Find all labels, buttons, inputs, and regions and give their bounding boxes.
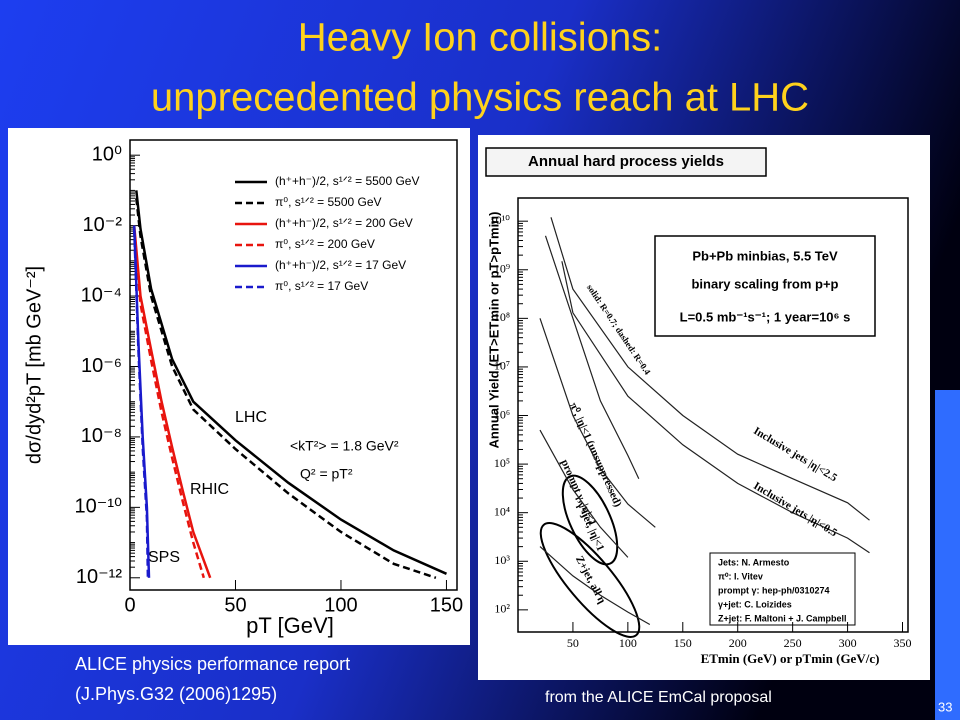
x-tick-label: 100 [324, 594, 357, 616]
x-axis-label: pT [GeV] [246, 613, 334, 638]
series-line [539, 429, 629, 558]
highlight-ellipse [699, 422, 881, 528]
side-bar [935, 390, 960, 720]
series-line [544, 235, 640, 479]
y-tick-label: 10² [494, 602, 510, 616]
plot-frame [517, 197, 909, 633]
highlight-ellipse [561, 474, 619, 566]
caption: ALICE physics performance report [75, 654, 350, 674]
y-tick-label: 10⁻² [83, 214, 123, 236]
series-line [561, 261, 870, 554]
series-line [550, 217, 870, 521]
caption: from the ALICE EmCal proposal [545, 689, 772, 706]
credit: prompt γ: hep-ph/0310274 [718, 585, 830, 595]
series-line [135, 198, 437, 579]
annotation: L=0.5 mb⁻¹s⁻¹; 1 year=10⁶ s [680, 309, 851, 324]
annotation: LHC [235, 409, 267, 426]
x-tick-label: 150 [430, 594, 463, 616]
caption: (J.Phys.G32 (2006)1295) [75, 684, 277, 704]
annotation: <kT²> = 1.8 GeV² [290, 438, 399, 454]
y-tick-label: 10⁻¹² [76, 566, 122, 588]
legend-label: π⁰, s¹ᐟ² = 200 GeV [275, 237, 375, 251]
credit: Jets: N. Armesto [718, 557, 790, 567]
credits-box [709, 552, 856, 626]
highlight-ellipse [539, 522, 641, 638]
slide-title: Heavy Ion collisions: [298, 16, 663, 60]
annotation: SPS [148, 549, 180, 566]
y-tick-label: 10⁻⁸ [81, 425, 122, 447]
y-tick-label: 10⁰ [92, 143, 122, 165]
x-tick-label: 350 [894, 636, 912, 650]
x-tick-label: 200 [729, 636, 747, 650]
annotation: RHIC [190, 481, 229, 498]
x-tick-label: 50 [567, 636, 579, 650]
legend-label: (h⁺+h⁻)/2, s¹ᐟ² = 17 GeV [275, 258, 406, 272]
credit: γ+jet: C. Loizides [718, 599, 792, 609]
series-line [132, 228, 205, 579]
y-axis-label: Annual Yield (ET>ETmin or pT>pTmin) [486, 212, 501, 449]
x-tick-label: 150 [674, 636, 692, 650]
y-tick-label: 10⁴ [494, 504, 510, 518]
legend-label: π⁰, s¹ᐟ² = 17 GeV [275, 279, 368, 293]
y-tick-label: 10⁻⁴ [81, 284, 122, 306]
chart-panel [8, 128, 470, 645]
info-box [654, 235, 876, 337]
y-tick-label: 10¹⁰ [490, 213, 511, 227]
chart-panel [478, 135, 930, 680]
x-axis-label: ETmin (GeV) or pTmin (GeV/c) [701, 651, 880, 666]
annotation: Q² = pT² [300, 466, 353, 482]
legend-label: (h⁺+h⁻)/2, s¹ᐟ² = 5500 GeV [275, 174, 419, 188]
x-tick-label: 300 [839, 636, 857, 650]
y-tick-label: 10⁵ [494, 456, 510, 470]
series-line [539, 318, 656, 528]
y-tick-label: 10⁷ [494, 359, 510, 373]
credit: π⁰: I. Vitev [718, 571, 763, 581]
y-tick-label: 10⁸ [494, 310, 510, 324]
series-line [539, 546, 651, 626]
slide-title: unprecedented physics reach at LHC [151, 76, 809, 120]
x-tick-label: 100 [619, 636, 637, 650]
x-tick-label: 50 [224, 594, 246, 616]
y-tick-label: 10⁶ [494, 407, 510, 421]
y-tick-label: 10⁹ [494, 262, 510, 276]
x-tick-label: 250 [784, 636, 802, 650]
annotation: Pb+Pb minbias, 5.5 TeV [692, 248, 838, 263]
page-number: 33 [938, 699, 952, 714]
y-axis-label: dσ/dyd²pT [mb GeV⁻²] [23, 266, 45, 464]
y-tick-label: 10⁻⁶ [81, 355, 122, 377]
y-tick-label: 10³ [494, 553, 510, 567]
title-box [485, 147, 767, 177]
legend-label: π⁰, s¹ᐟ² = 5500 GeV [275, 195, 382, 209]
series-line [135, 190, 448, 575]
series-line [132, 225, 212, 579]
credit: Z+jet: F. Maltoni + J. Campbell [718, 613, 847, 623]
plot-frame [129, 139, 458, 591]
chart-title: Annual hard process yields [528, 153, 724, 170]
y-tick-label: 10⁻¹⁰ [75, 496, 122, 518]
legend-label: (h⁺+h⁻)/2, s¹ᐟ² = 200 GeV [275, 216, 413, 230]
x-tick-label: 0 [124, 594, 135, 616]
series-line [132, 228, 150, 578]
annotation: binary scaling from p+p [691, 276, 838, 291]
